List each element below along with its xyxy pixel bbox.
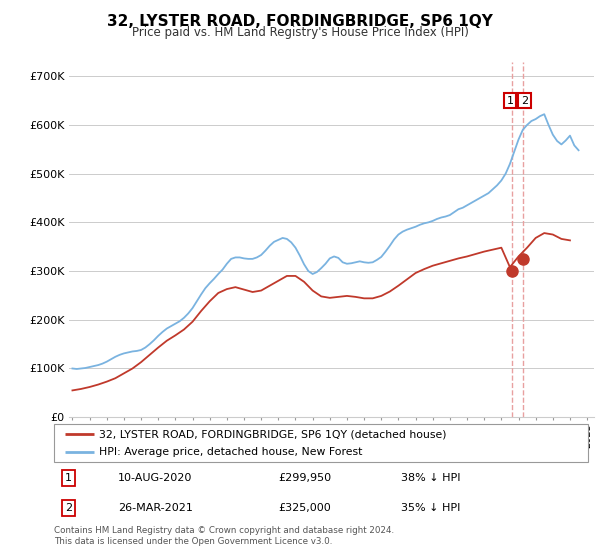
Text: Price paid vs. HM Land Registry's House Price Index (HPI): Price paid vs. HM Land Registry's House … <box>131 26 469 39</box>
Text: Contains HM Land Registry data © Crown copyright and database right 2024.
This d: Contains HM Land Registry data © Crown c… <box>54 526 394 546</box>
Text: 2: 2 <box>65 503 72 514</box>
Text: HPI: Average price, detached house, New Forest: HPI: Average price, detached house, New … <box>100 447 363 457</box>
Text: 32, LYSTER ROAD, FORDINGBRIDGE, SP6 1QY: 32, LYSTER ROAD, FORDINGBRIDGE, SP6 1QY <box>107 14 493 29</box>
Text: 35% ↓ HPI: 35% ↓ HPI <box>401 503 460 514</box>
Text: £325,000: £325,000 <box>278 503 331 514</box>
Text: 26-MAR-2021: 26-MAR-2021 <box>118 503 193 514</box>
Text: 38% ↓ HPI: 38% ↓ HPI <box>401 473 461 483</box>
Text: 1: 1 <box>65 473 71 483</box>
Text: 10-AUG-2020: 10-AUG-2020 <box>118 473 193 483</box>
Text: 1: 1 <box>506 96 514 106</box>
Text: 2: 2 <box>521 96 528 106</box>
FancyBboxPatch shape <box>54 424 588 462</box>
Text: 32, LYSTER ROAD, FORDINGBRIDGE, SP6 1QY (detached house): 32, LYSTER ROAD, FORDINGBRIDGE, SP6 1QY … <box>100 429 447 439</box>
Text: £299,950: £299,950 <box>278 473 331 483</box>
